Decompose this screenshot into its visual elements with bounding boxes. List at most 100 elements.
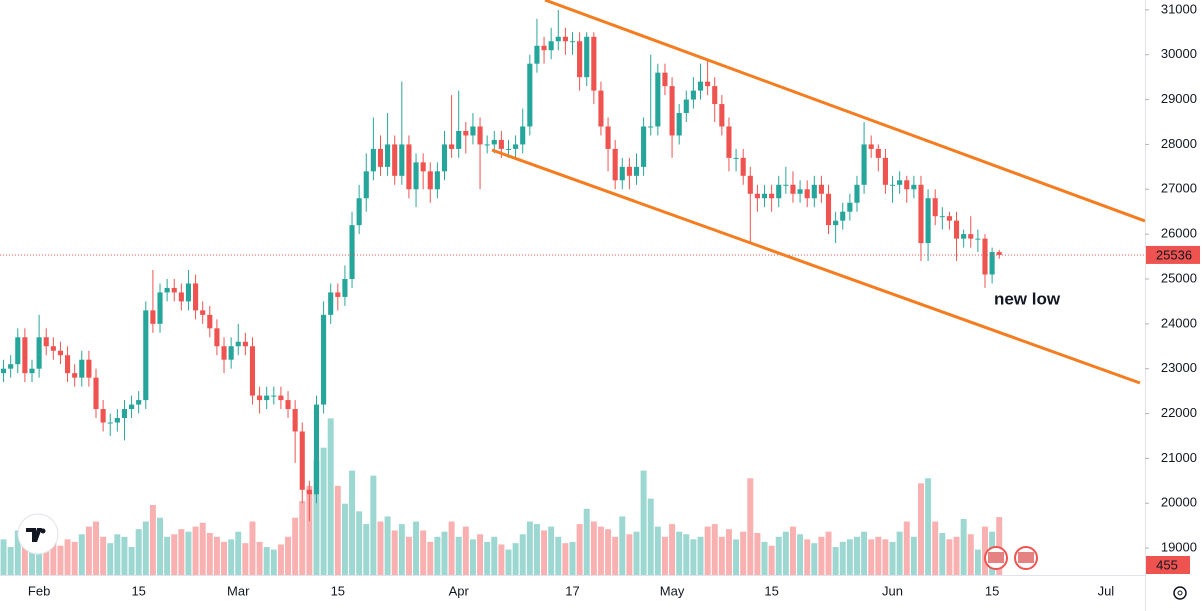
last-price-tag	[1146, 245, 1200, 264]
candle-body	[932, 198, 938, 217]
candle-body	[584, 36, 590, 78]
candle-body	[712, 86, 718, 105]
candle-body	[939, 216, 945, 218]
volume-bar	[512, 543, 519, 575]
volume-bar	[405, 536, 412, 575]
volume-bar	[996, 517, 1003, 575]
gear[interactable]	[1173, 586, 1187, 600]
volume-bar	[356, 511, 363, 575]
volume-bar	[306, 485, 313, 575]
candle-body	[441, 144, 448, 172]
volume-bar	[270, 549, 277, 575]
candle-body	[882, 157, 888, 185]
candle-body	[72, 373, 78, 378]
volume-bar	[469, 539, 476, 575]
candle-body	[271, 395, 277, 397]
candle-body	[875, 148, 881, 158]
candle-body	[655, 72, 661, 127]
y-tick-label: 30000	[1161, 46, 1197, 61]
volume-bar	[974, 549, 981, 575]
settings-button[interactable]	[1173, 586, 1187, 600]
volume-bar	[85, 526, 92, 575]
volume-bar	[128, 546, 135, 575]
event-icons[interactable]	[984, 546, 1038, 570]
volume-bar	[78, 534, 85, 575]
y-tick-label: 20000	[1161, 495, 1197, 510]
volume-bar	[256, 541, 263, 575]
volume-bar	[249, 521, 256, 575]
candle-body	[662, 72, 668, 87]
volume-bar	[114, 534, 121, 575]
tv-logo[interactable]	[17, 513, 59, 555]
volume-bar	[498, 544, 505, 575]
candle-body	[185, 283, 192, 302]
volume-bar	[775, 536, 782, 575]
volume-bar	[797, 534, 804, 575]
volume-bar	[334, 485, 341, 575]
candle-body	[577, 41, 583, 78]
candle-body	[619, 166, 625, 181]
volume-bar	[953, 536, 960, 575]
volume-bar	[967, 534, 974, 575]
volume-bar	[683, 534, 690, 575]
candle-body	[740, 157, 746, 176]
x-tick-label: 15	[985, 583, 999, 598]
volume-bar	[206, 532, 213, 575]
x-tick-label: 15	[131, 583, 145, 598]
volume-bar	[932, 521, 939, 575]
volume-bar	[647, 498, 654, 575]
candle-body	[548, 41, 554, 51]
last-volume-tag	[1146, 556, 1190, 574]
channel-lower	[491, 148, 1141, 385]
volume-bar	[861, 531, 868, 575]
candle-body	[747, 175, 753, 194]
volume-bar	[29, 541, 35, 575]
volume-bar	[64, 539, 71, 575]
candle-body	[982, 238, 988, 275]
volume-bar	[505, 549, 512, 575]
candle-body	[57, 350, 64, 356]
volume-bar	[782, 531, 789, 575]
candle-body	[299, 431, 305, 490]
volume-bar	[533, 524, 540, 575]
candle-body	[513, 144, 519, 149]
candle-body	[904, 180, 910, 190]
volume-bar	[541, 530, 548, 575]
volume-bar	[676, 531, 683, 575]
volume-bar	[555, 536, 562, 575]
candle-body	[968, 234, 974, 239]
volume-bar	[185, 531, 192, 575]
candle-body	[498, 139, 504, 149]
x-tick-label: May	[660, 583, 685, 598]
candle-body	[889, 184, 896, 186]
candle-body	[178, 292, 184, 302]
volume-bar	[825, 531, 832, 575]
volume-bar	[427, 541, 434, 575]
volume-bar	[363, 524, 370, 575]
candle-body	[129, 404, 135, 410]
volume-bar	[612, 536, 619, 575]
candle-body	[676, 113, 682, 136]
candle-body	[633, 166, 640, 176]
candle-body	[769, 193, 775, 199]
candle-body	[562, 36, 568, 42]
candle-body	[754, 193, 760, 199]
candle-body	[214, 328, 220, 347]
candle-body	[157, 292, 163, 324]
volume-bar	[100, 536, 107, 575]
volume-bar	[292, 517, 299, 575]
volume-bar	[242, 543, 249, 575]
volume-bar	[754, 532, 761, 575]
x-tick-label: Mar	[227, 583, 250, 598]
candle-body	[377, 148, 384, 167]
volume-bar	[633, 531, 640, 575]
candle-body	[200, 310, 206, 315]
candle-body	[50, 346, 56, 351]
candle-body	[193, 283, 199, 311]
y-tick-label: 25000	[1161, 270, 1197, 285]
volume-bar	[0, 539, 7, 575]
volume-bar	[626, 534, 633, 575]
candle-body	[776, 184, 782, 199]
volume-bar	[420, 530, 427, 575]
